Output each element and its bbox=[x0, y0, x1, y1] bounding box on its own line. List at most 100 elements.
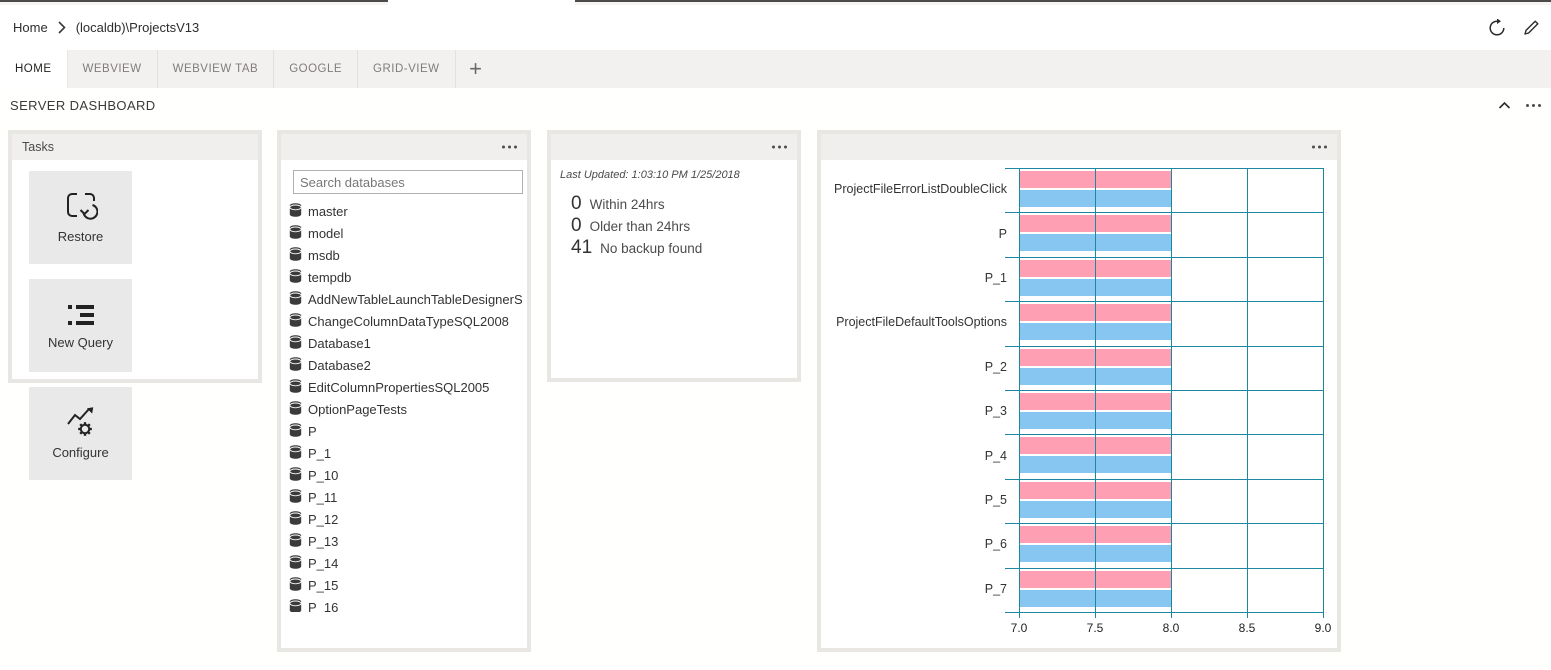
ellipsis-icon[interactable] bbox=[1526, 100, 1541, 111]
row-separator-line bbox=[1005, 301, 1323, 303]
task-button-label: Configure bbox=[52, 445, 109, 460]
database-icon bbox=[289, 466, 302, 484]
axis-tick-label: 7.5 bbox=[1086, 621, 1104, 635]
backup-stat-row: 0 Within 24hrs bbox=[571, 193, 797, 215]
category-label: P_2 bbox=[984, 359, 1007, 374]
search-databases-input[interactable] bbox=[293, 170, 523, 194]
database-icon bbox=[289, 224, 302, 242]
database-list-item[interactable]: Database2 bbox=[289, 354, 527, 376]
database-icon bbox=[289, 246, 302, 264]
axis-tick bbox=[1323, 612, 1324, 618]
database-list-item[interactable]: model bbox=[289, 222, 527, 244]
tab-google[interactable]: GOOGLE bbox=[274, 50, 359, 88]
topbar-actions bbox=[1487, 5, 1541, 50]
chevron-up-icon[interactable] bbox=[1494, 95, 1514, 115]
database-list-item[interactable]: OptionPageTests bbox=[289, 398, 527, 420]
tasks-panel-header: Tasks bbox=[12, 134, 258, 160]
bar-chart-panel: ProjectFileErrorListDoubleClick P P_1 Proje… bbox=[817, 130, 1341, 652]
category-label: P_4 bbox=[984, 448, 1007, 463]
database-name: Database2 bbox=[308, 357, 371, 373]
database-list-item[interactable]: P_10 bbox=[289, 464, 527, 486]
row-separator-line bbox=[1005, 256, 1323, 258]
databases-panel-header bbox=[281, 134, 527, 160]
axis-tick-label: 8.0 bbox=[1162, 621, 1180, 635]
database-name: master bbox=[308, 203, 348, 219]
database-list-item[interactable]: P_15 bbox=[289, 574, 527, 596]
chart-panel-header bbox=[821, 134, 1337, 160]
breadcrumb: Home (localdb)\ProjectsV13 bbox=[0, 5, 1551, 50]
refresh-icon[interactable] bbox=[1487, 18, 1507, 38]
database-name: P_14 bbox=[308, 555, 339, 571]
restore-button[interactable]: Restore bbox=[29, 171, 132, 264]
database-list-item[interactable]: msdb bbox=[289, 244, 527, 266]
task-buttons: Restore New Query Configure bbox=[12, 160, 258, 495]
database-list-item[interactable]: AddNewTableLaunchTableDesignerS bbox=[289, 288, 527, 310]
database-name: P bbox=[308, 423, 317, 439]
category-label: ProjectFileErrorListDoubleClick bbox=[834, 182, 1007, 197]
database-icon bbox=[289, 554, 302, 572]
breadcrumb-home[interactable]: Home bbox=[13, 20, 48, 35]
tab-webview[interactable]: WEBVIEW bbox=[68, 50, 158, 88]
new-query-button[interactable]: New Query bbox=[29, 279, 132, 372]
database-name: EditColumnPropertiesSQL2005 bbox=[308, 379, 490, 395]
database-list-item[interactable]: P_11 bbox=[289, 486, 527, 508]
axis-tick-label: 9.0 bbox=[1314, 621, 1332, 635]
backup-panel-header bbox=[551, 134, 797, 160]
database-icon bbox=[289, 312, 302, 330]
database-name: Database1 bbox=[308, 335, 371, 351]
tab-webview-tab[interactable]: WEBVIEW TAB bbox=[158, 50, 275, 88]
pencil-icon[interactable] bbox=[1521, 18, 1541, 38]
database-list-item[interactable]: ChangeColumnDataTypeSQL2008 bbox=[289, 310, 527, 332]
restore-icon bbox=[64, 191, 98, 229]
tab-grid-view[interactable]: GRID-VIEW bbox=[358, 50, 456, 88]
backup-status-panel: Last Updated: 1:03:10 PM 1/25/2018 0 With… bbox=[547, 130, 801, 382]
configure-button[interactable]: Configure bbox=[29, 387, 132, 480]
database-list-item[interactable]: EditColumnPropertiesSQL2005 bbox=[289, 376, 527, 398]
new-tab-button[interactable]: + bbox=[469, 56, 482, 81]
axis-tick-label: 8.5 bbox=[1238, 621, 1256, 635]
row-separator-line bbox=[1005, 612, 1323, 613]
tab-bar: HOME WEBVIEW WEBVIEW TAB GOOGLE GRID-VIEW + bbox=[0, 50, 1551, 88]
database-list-item[interactable]: master bbox=[289, 200, 527, 222]
new-query-icon bbox=[64, 301, 98, 335]
database-list-item[interactable]: P_16 bbox=[289, 596, 527, 612]
database-list: master model msdb tempdb AddNewTableLaunchTa… bbox=[281, 200, 527, 612]
database-list-item[interactable]: P_14 bbox=[289, 552, 527, 574]
axis-tick bbox=[1019, 612, 1020, 618]
dashboard-header-row: SERVER DASHBOARD bbox=[0, 88, 1551, 122]
ellipsis-icon[interactable] bbox=[1312, 142, 1327, 153]
row-separator-line bbox=[1005, 434, 1323, 436]
ellipsis-icon[interactable] bbox=[772, 142, 787, 153]
gridline bbox=[1095, 168, 1096, 612]
database-list-item[interactable]: P_12 bbox=[289, 508, 527, 530]
database-list-item[interactable]: P_13 bbox=[289, 530, 527, 552]
database-name: OptionPageTests bbox=[308, 401, 408, 417]
database-list-item[interactable]: Database1 bbox=[289, 332, 527, 354]
row-separator-line bbox=[1005, 345, 1323, 347]
database-icon bbox=[289, 598, 302, 612]
databases-panel: master model msdb tempdb AddNewTableLaunchTa… bbox=[277, 130, 531, 652]
backup-stats: 0 Within 24hrs 0 Older than 24hrs 41 No backu… bbox=[551, 181, 797, 259]
category-label: ProjectFileDefaultToolsOptions bbox=[836, 315, 1007, 330]
window-edge-active-tab-gap bbox=[388, 0, 575, 5]
database-icon bbox=[289, 532, 302, 550]
database-icon bbox=[289, 356, 302, 374]
database-icon bbox=[289, 576, 302, 594]
row-separator-line bbox=[1005, 523, 1323, 525]
horizontal-bar-chart: ProjectFileErrorListDoubleClick P P_1 Proje… bbox=[821, 160, 1337, 648]
database-icon bbox=[289, 334, 302, 352]
database-name: P_1 bbox=[308, 445, 332, 461]
database-list-item[interactable]: P_1 bbox=[289, 442, 527, 464]
axis-tick bbox=[1171, 612, 1172, 618]
row-separator-line bbox=[1005, 478, 1323, 480]
backup-stat-value: 0 bbox=[571, 193, 582, 214]
gridline bbox=[1019, 168, 1020, 612]
backup-stat-value: 41 bbox=[571, 237, 593, 258]
ellipsis-icon[interactable] bbox=[502, 142, 517, 153]
database-list-item[interactable]: tempdb bbox=[289, 266, 527, 288]
database-icon bbox=[289, 444, 302, 462]
database-list-item[interactable]: P bbox=[289, 420, 527, 442]
tab-home[interactable]: HOME bbox=[0, 50, 68, 88]
row-separator-line bbox=[1005, 212, 1323, 214]
